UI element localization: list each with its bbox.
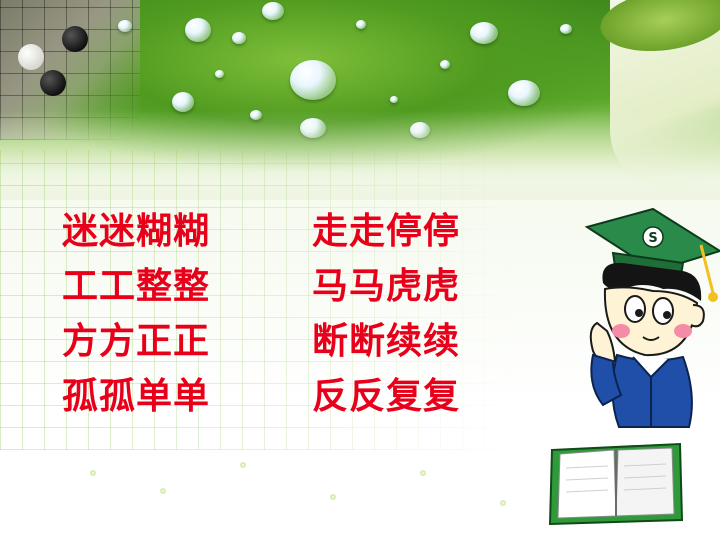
- water-droplet: [470, 22, 498, 44]
- student-ear: [690, 304, 705, 328]
- student-eye-left: [624, 295, 646, 323]
- word-right-4: 反反复复: [312, 376, 461, 417]
- word-left-2: 工工整整: [62, 266, 211, 307]
- sparkle: [420, 470, 426, 476]
- go-stone-black: [62, 26, 88, 52]
- student-face: [603, 286, 699, 357]
- go-stone-black: [40, 70, 66, 96]
- word-left-4: 孤孤单单: [62, 376, 211, 417]
- water-droplet: [390, 96, 398, 103]
- student-cheek-left: [612, 324, 630, 338]
- sparkle: [330, 494, 336, 500]
- word-left-3: 方方正正: [62, 321, 211, 362]
- student-hair: [602, 262, 702, 301]
- student-arm: [590, 353, 623, 407]
- go-stone-white: [18, 44, 44, 70]
- open-book-image: [548, 442, 684, 525]
- student-eye-right: [652, 297, 674, 325]
- banner-fade: [0, 110, 720, 200]
- water-droplet: [118, 20, 132, 32]
- sparkle: [500, 500, 506, 506]
- water-droplet: [508, 80, 540, 106]
- word-right-3: 断断续续: [312, 321, 461, 362]
- student-pupil-right: [663, 311, 671, 319]
- student-cartoon-image: S: [584, 207, 720, 428]
- water-droplet: [215, 70, 224, 78]
- cap-tassel-end: [708, 292, 718, 302]
- word-list: 迷迷糊糊 工工整整 方方正正 孤孤单单 走走停停 马马虎虎 断断续续 反反复复: [62, 208, 502, 422]
- book-page-right: [615, 447, 675, 517]
- water-droplet: [290, 60, 336, 100]
- water-droplet: [232, 32, 246, 44]
- cap-letter: S: [648, 231, 657, 246]
- book-page-left: [557, 449, 617, 519]
- water-droplet: [356, 20, 366, 29]
- sparkle: [160, 488, 166, 494]
- word-right-1: 走走停停: [312, 211, 461, 252]
- water-droplet: [560, 24, 572, 34]
- water-droplet: [440, 60, 450, 69]
- word-left-1: 迷迷糊糊: [62, 211, 211, 252]
- cap-tassel: [699, 244, 715, 294]
- student-cheek-right: [674, 324, 692, 338]
- water-droplet: [172, 92, 194, 112]
- word-right-2: 马马虎虎: [312, 266, 461, 307]
- sparkle: [240, 462, 246, 468]
- student-pupil-left: [635, 309, 643, 317]
- student-mouth: [642, 336, 660, 341]
- water-droplet: [262, 2, 284, 20]
- sparkle: [90, 470, 96, 476]
- water-droplet: [185, 18, 211, 42]
- grid-background: [0, 150, 520, 450]
- cap-emblem: [642, 226, 664, 248]
